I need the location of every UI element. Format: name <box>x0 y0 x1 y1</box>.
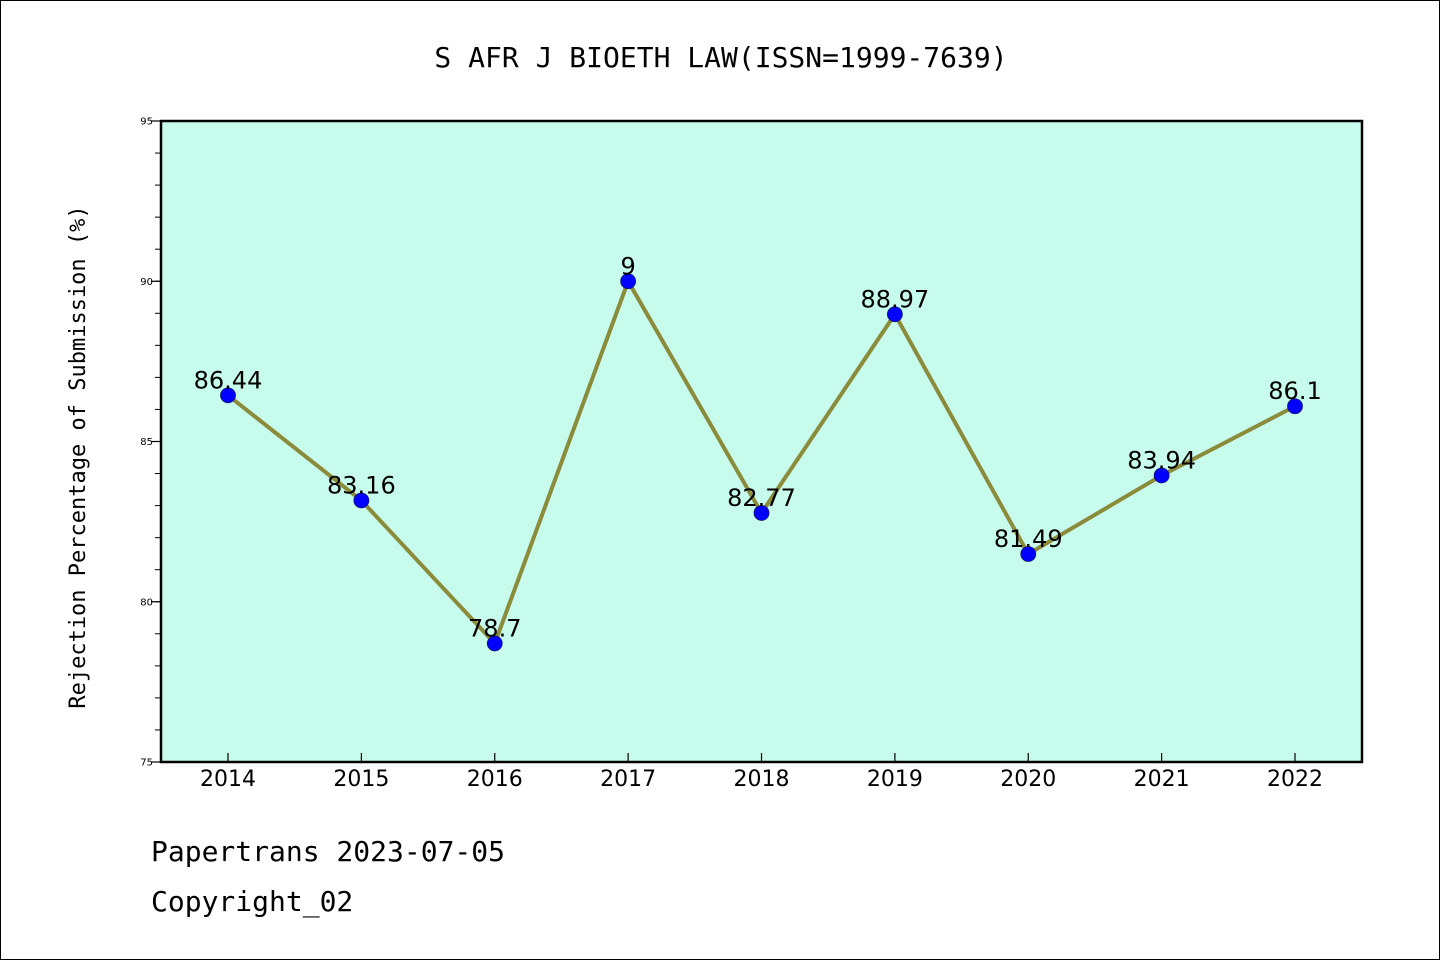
y-axis-label: Rejection Percentage of Submission (%) <box>66 205 91 708</box>
data-label: 88.97 <box>861 285 930 313</box>
x-tick-label: 2021 <box>1134 767 1190 792</box>
y-tick-label: 95 <box>140 117 153 128</box>
chart-title: S AFR J BIOETH LAW(ISSN=1999-7639) <box>434 41 1007 74</box>
x-tick-label: 2019 <box>867 767 923 792</box>
data-point <box>753 505 770 521</box>
data-label: 83.16 <box>327 471 396 499</box>
plot-frame <box>159 119 1364 764</box>
data-label: 83.94 <box>1127 446 1196 474</box>
footer-date: Papertrans 2023-07-05 <box>151 835 506 868</box>
data-labels: 86.44 83.16 78.7 9 82.77 88.97 81.49 83.94 86.1 <box>194 252 1322 642</box>
x-tick-label: 2015 <box>333 767 389 792</box>
y-tick-label: 75 <box>140 758 153 769</box>
x-tick-label: 2016 <box>467 767 523 792</box>
data-label: 86.1 <box>1268 377 1321 405</box>
x-tick-label: 2018 <box>734 767 790 792</box>
x-axis-ticks: 2014 2015 2016 2017 2018 2019 2020 2021 2022 <box>200 753 1323 792</box>
y-tick-label: 80 <box>140 597 153 608</box>
data-point <box>220 387 236 404</box>
data-point <box>353 492 370 509</box>
x-tick-label: 2020 <box>1000 767 1056 792</box>
data-point <box>486 635 503 652</box>
data-point <box>620 273 637 290</box>
x-tick-label: 2014 <box>200 767 256 792</box>
footer-copyright: Copyright_02 <box>151 885 354 918</box>
data-point <box>886 306 903 323</box>
y-tick-label: 85 <box>140 437 153 448</box>
data-label: 86.44 <box>194 366 263 394</box>
y-axis-ticks: 75 80 85 90 95 <box>140 117 161 769</box>
data-point <box>1153 467 1170 484</box>
x-tick-label: 2017 <box>600 767 656 792</box>
data-point <box>1020 546 1037 562</box>
data-label: 78.7 <box>468 614 521 642</box>
data-label: 81.49 <box>994 525 1063 553</box>
data-points <box>220 273 1303 652</box>
data-label: 9 <box>620 252 635 280</box>
plot-area <box>161 121 1362 762</box>
data-label: 82.77 <box>727 484 796 512</box>
y-tick-label: 90 <box>140 277 153 288</box>
data-point <box>1287 398 1303 415</box>
x-tick-label: 2022 <box>1267 767 1323 792</box>
